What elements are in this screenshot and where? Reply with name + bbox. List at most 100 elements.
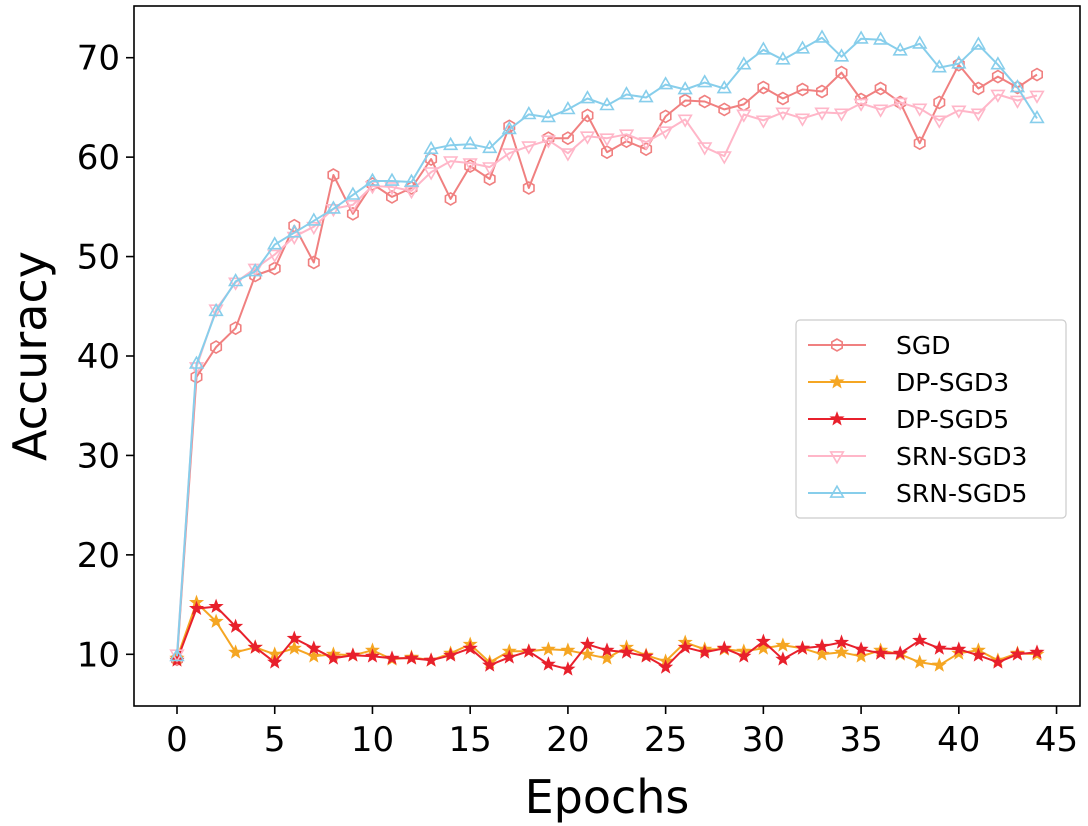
data-point-sgd [679,93,692,108]
data-point-sgd [483,172,496,186]
data-point-dp-sgd5 [736,648,752,663]
data-point-srn-sgd3 [267,249,283,264]
data-point-sgd [972,81,985,96]
data-point-dp-sgd5 [521,643,537,658]
data-point-sgd [229,321,242,336]
data-point-sgd [640,142,653,157]
data-point-srn-sgd3 [658,126,674,140]
data-point-srn-sgd5 [1009,79,1026,93]
x-tick-label: 15 [449,720,492,760]
data-point-dp-sgd5 [501,649,517,664]
data-point-sgd [757,80,770,95]
data-point-srn-sgd3 [697,142,713,156]
data-point-srn-sgd3 [677,114,693,128]
data-point-dp-sgd5 [306,640,322,655]
data-point-srn-sgd5 [169,647,185,662]
data-point-dp-sgd5 [912,632,928,647]
data-point-srn-sgd3 [521,141,537,155]
legend-item-dp-sgd3: DP-SGD3 [808,368,1009,397]
data-point-dp-sgd3 [579,646,595,661]
legend-label: SRN-SGD3 [896,442,1027,471]
data-point-srn-sgd3 [345,200,361,214]
data-point-dp-sgd5 [579,636,595,651]
data-point-srn-sgd5 [345,186,361,200]
data-point-dp-sgd5 [951,641,967,656]
data-point-srn-sgd3 [775,107,791,121]
data-point-srn-sgd5 [501,120,517,135]
data-point-srn-sgd5 [560,100,576,115]
data-point-srn-sgd3 [560,148,576,162]
data-point-dp-sgd5 [990,654,1006,669]
data-point-dp-sgd3 [912,654,928,669]
legend-label: DP-SGD5 [896,405,1009,434]
data-point-srn-sgd3 [443,156,459,170]
data-point-dp-sgd5 [462,640,478,655]
legend-frame [795,319,1067,519]
data-point-srn-sgd5 [775,51,791,65]
data-point-sgd [776,91,789,106]
ticks-layer: 0 5 10 15 20 25 30 35 40 45 10 20 30 40 50 60 70 [77,39,1078,760]
data-point-dp-sgd5 [892,645,908,660]
data-point-sgd [600,145,614,160]
data-point-dp-sgd5 [267,654,283,669]
data-point-dp-sgd5 [1009,646,1025,661]
data-point-sgd [991,69,1004,84]
y-tick-label: 50 [77,238,120,278]
data-point-srn-sgd3 [912,103,928,117]
data-point-dp-sgd3 [228,644,244,659]
data-point-dp-sgd5 [189,600,205,615]
data-point-sgd [698,94,711,109]
legend-marker [829,374,845,389]
data-point-srn-sgd3 [618,129,635,143]
data-point-srn-sgd5 [325,200,341,214]
data-point-srn-sgd5 [286,224,302,238]
data-point-dp-sgd5 [423,652,439,667]
data-point-srn-sgd5 [384,172,400,186]
x-tick-label: 25 [644,720,687,760]
data-point-srn-sgd3 [892,97,908,111]
data-point-srn-sgd3 [833,108,850,122]
data-point-sgd [1011,80,1024,95]
data-point-dp-sgd5 [658,659,674,674]
data-point-sgd [1031,67,1043,82]
x-tick-label: 10 [351,720,394,760]
data-point-srn-sgd3 [228,277,244,291]
data-point-dp-sgd5 [325,650,341,665]
data-point-dp-sgd5 [247,639,263,654]
data-point-sgd [874,81,887,96]
data-point-sgd [522,181,535,195]
data-point-srn-sgd5 [364,172,381,186]
data-point-srn-sgd3 [970,108,986,122]
data-point-sgd [268,261,281,276]
data-point-srn-sgd5 [638,89,654,103]
y-tick-label: 60 [77,138,120,178]
data-point-dp-sgd3 [286,640,302,655]
data-point-srn-sgd5 [755,41,771,55]
data-point-sgd [444,191,457,206]
data-point-sgd [815,84,829,99]
data-point-srn-sgd5 [188,355,205,369]
legend-marker [829,411,845,426]
data-point-srn-sgd5 [931,59,947,73]
data-point-dp-sgd5 [404,650,420,665]
data-point-srn-sgd5 [540,109,556,123]
data-point-sgd [210,340,223,355]
data-point-sgd [659,109,672,124]
data-point-sgd [385,189,399,204]
data-point-srn-sgd3 [716,151,732,165]
data-point-sgd [561,131,574,146]
data-point-srn-sgd3 [384,182,400,196]
data-point-srn-sgd3 [794,113,811,127]
data-point-dp-sgd5 [716,640,732,655]
x-tick-label: 20 [546,720,589,760]
series-layer [169,29,1045,676]
legend-label: DP-SGD3 [896,368,1009,397]
legend-item-srn-sgd3: SRN-SGD3 [808,442,1027,471]
data-point-dp-sgd3 [560,642,576,657]
data-point-sgd [952,57,965,72]
data-point-srn-sgd5 [228,272,244,287]
data-point-srn-sgd5 [208,302,224,317]
data-point-srn-sgd3 [501,148,517,162]
legend-marker [829,451,845,465]
data-point-dp-sgd5 [482,657,498,672]
